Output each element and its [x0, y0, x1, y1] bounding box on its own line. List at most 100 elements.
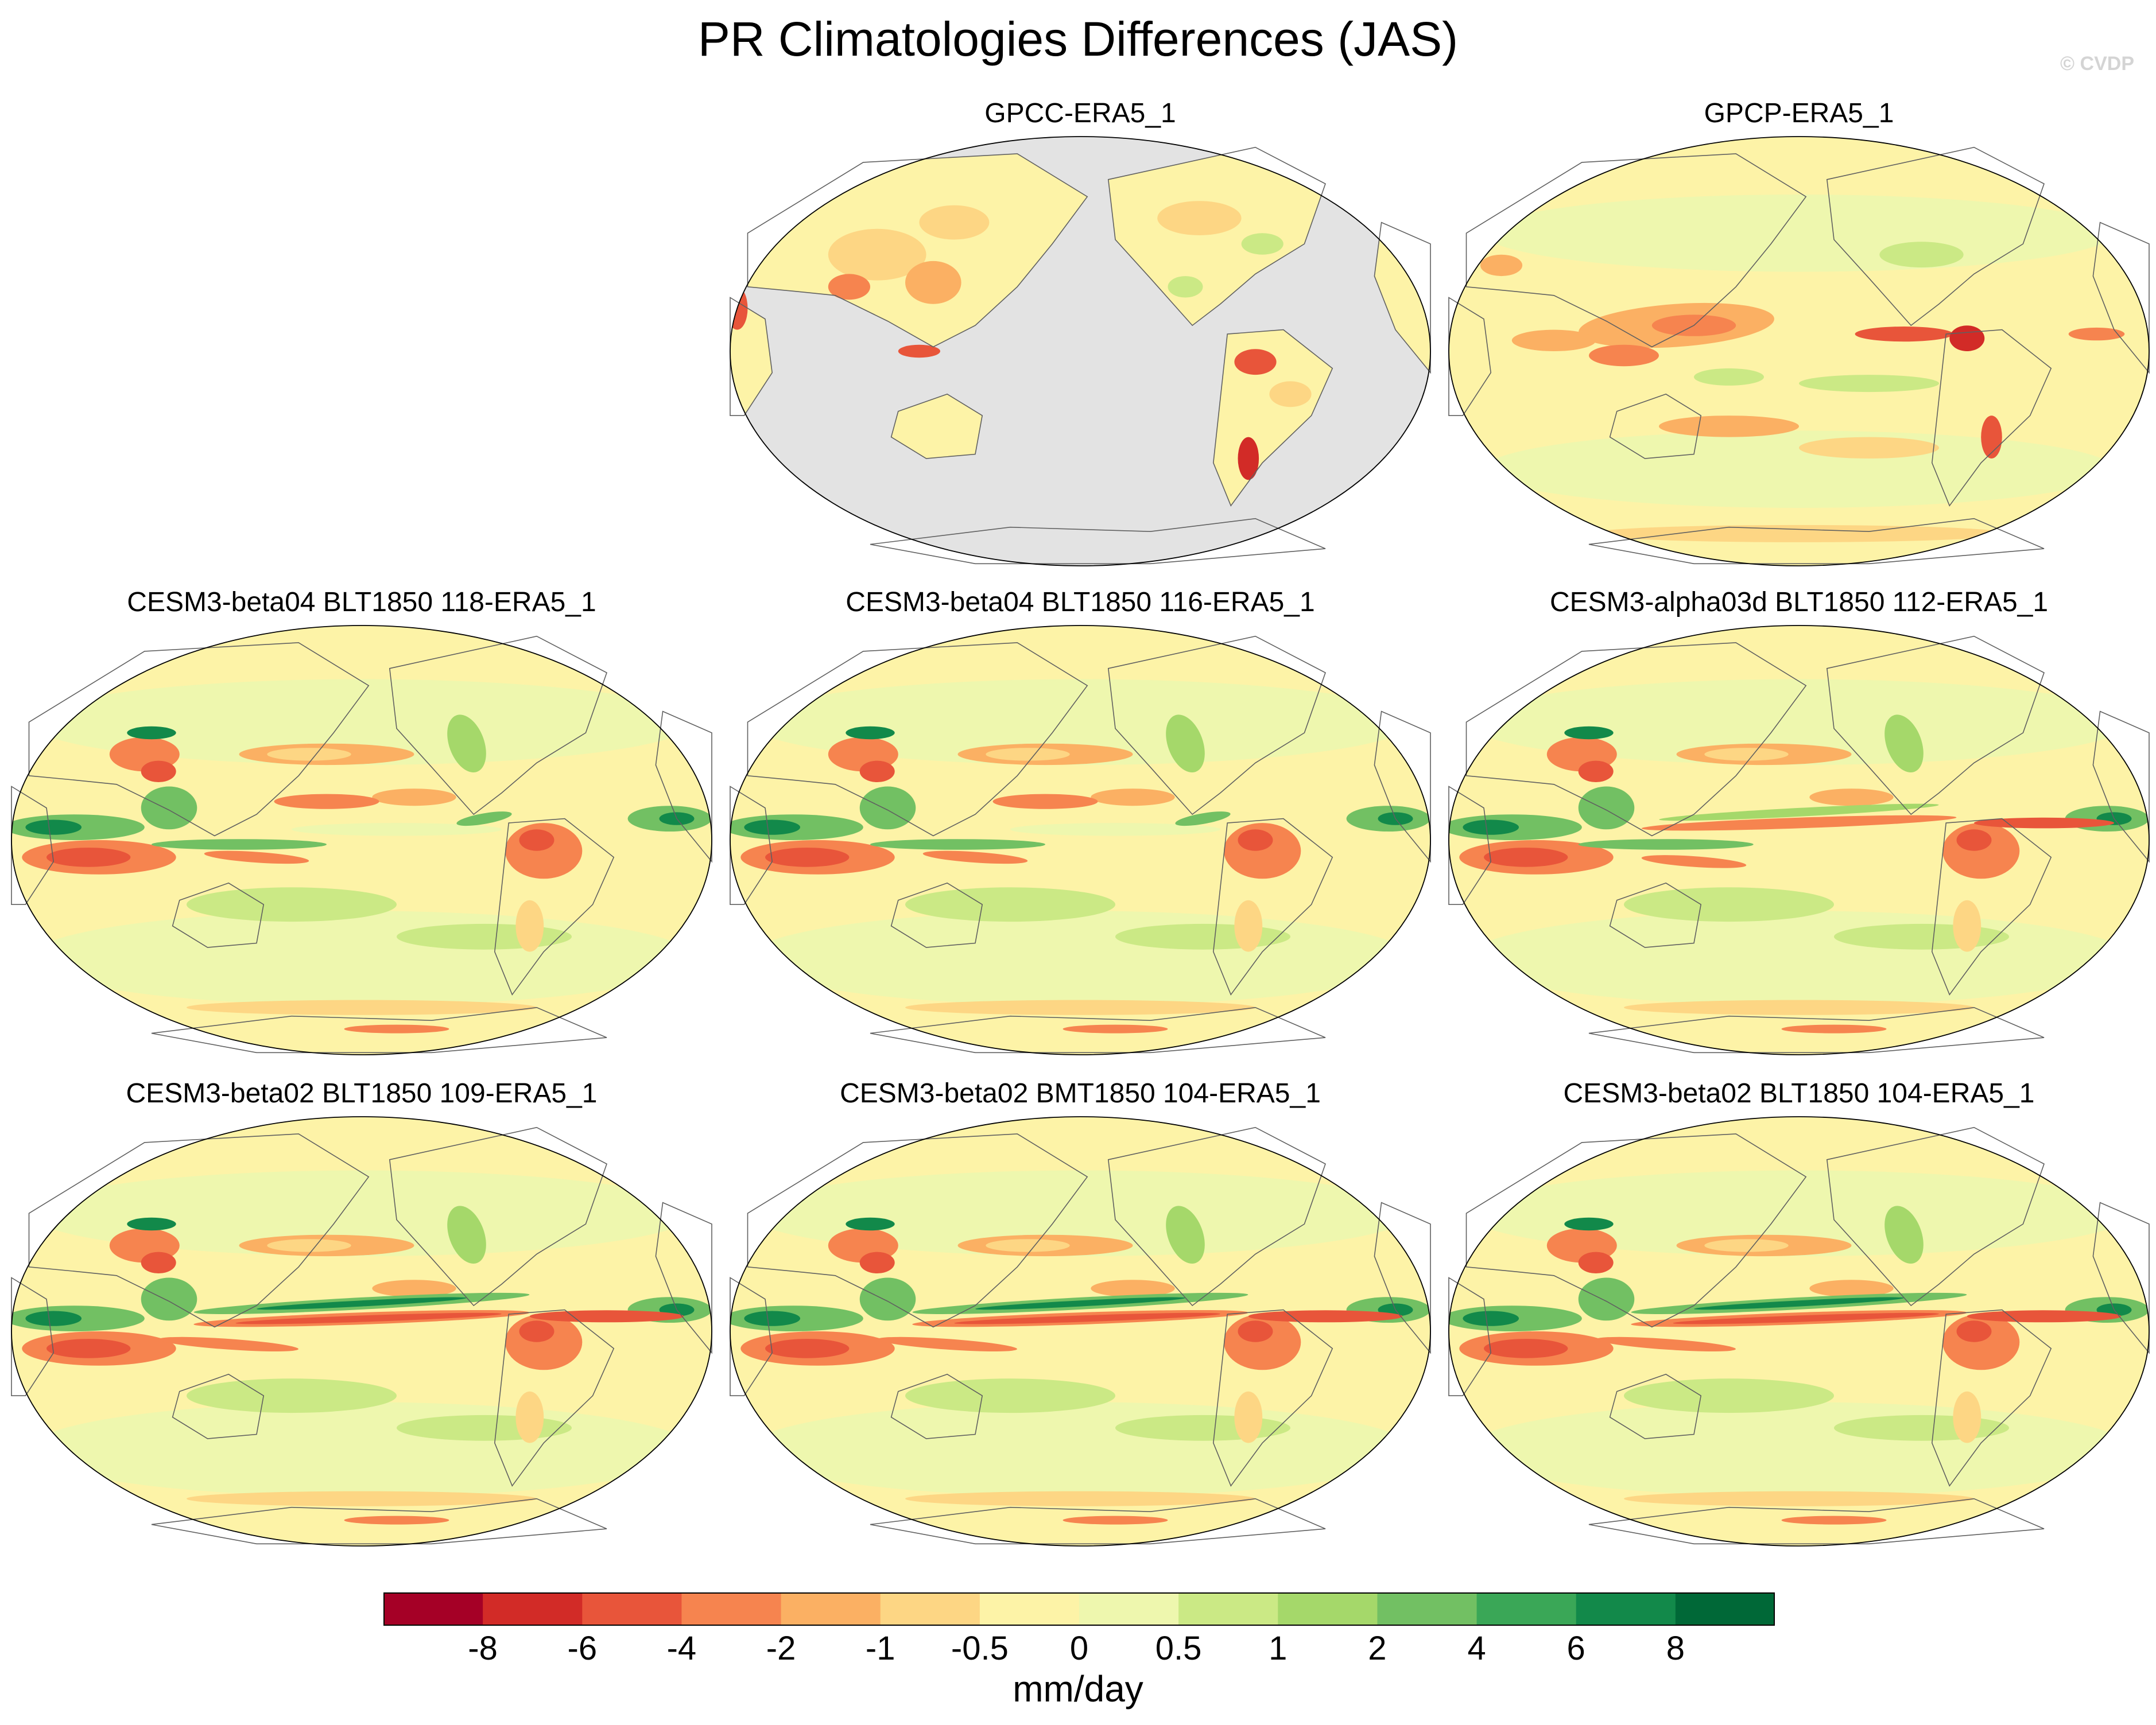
precip-anomaly-region — [1879, 242, 1964, 268]
precip-anomaly-region — [447, 1206, 486, 1264]
precip-anomaly-region — [1624, 1491, 1974, 1506]
coastline-samerica — [1212, 1309, 1333, 1487]
precip-anomaly-region — [1578, 786, 1635, 830]
coastline-australia — [1609, 882, 1702, 948]
precip-anomaly-region — [1781, 1024, 1887, 1034]
coastline-samerica — [1931, 329, 2052, 507]
map-gpcc — [730, 136, 1431, 566]
map-border — [730, 625, 1431, 1055]
colorbar-tick-label: 0.5 — [1155, 1630, 1202, 1667]
coastlines — [730, 1126, 1431, 1545]
coastline-africa — [730, 1277, 773, 1396]
colorbar-tick-label: -6 — [567, 1630, 598, 1667]
precip-anomaly-region — [344, 1024, 449, 1034]
precip-anomaly-region — [1063, 1516, 1168, 1525]
panel-title: GPCP-ERA5_1 — [1704, 98, 1894, 129]
precip-anomaly-region — [747, 679, 1413, 766]
colorbar-box — [681, 1592, 782, 1626]
coastline-asia — [1465, 642, 1807, 837]
coastline-europe_africa_e — [2092, 222, 2150, 374]
coastline-samerica — [1212, 818, 1333, 996]
precip-anomaly-region — [1953, 1391, 1981, 1443]
precip-anomaly-region — [25, 819, 82, 835]
precip-anomaly-region — [954, 1312, 1220, 1324]
colorbar-box — [1675, 1592, 1775, 1626]
precip-anomaly-region — [141, 1252, 176, 1273]
precip-anomaly-region — [986, 1239, 1070, 1252]
precip-anomaly-region — [1241, 233, 1283, 255]
coastline-namerica — [1826, 635, 2045, 815]
colorbar-box — [880, 1592, 980, 1626]
colorbar-box — [1377, 1592, 1478, 1626]
precip-anomaly-region — [29, 679, 695, 766]
precip-anomaly-region — [1463, 1311, 1519, 1326]
colorbar-tick-label: 2 — [1368, 1630, 1387, 1667]
map-field — [730, 625, 1430, 1055]
precip-anomaly-region — [986, 748, 1070, 761]
coastline-europe_africa_e — [1374, 1202, 1431, 1354]
coastline-antarctica — [151, 1498, 607, 1545]
map-m109 — [11, 1116, 712, 1547]
precip-anomaly-region — [1704, 748, 1789, 761]
precip-anomaly-region — [1704, 1239, 1789, 1252]
panel-m116: CESM3-beta04 BLT1850 116-ERA5_1 — [728, 586, 1433, 1057]
precip-anomaly-region — [859, 760, 895, 782]
precip-anomaly-region — [846, 726, 895, 740]
map-border — [11, 1116, 712, 1547]
precip-anomaly-region — [372, 1280, 456, 1297]
precip-anomaly-region — [859, 1252, 895, 1273]
colorbar-box — [483, 1592, 583, 1626]
colorbar-box — [1278, 1592, 1378, 1626]
precip-anomaly-region — [744, 819, 800, 835]
coastline-namerica — [1107, 146, 1326, 327]
panel-m118: CESM3-beta04 BLT1850 118-ERA5_1 — [9, 586, 714, 1057]
coastline-australia — [172, 1373, 265, 1439]
precip-anomaly-region — [267, 1239, 351, 1252]
precip-anomaly-region — [1624, 1000, 1974, 1015]
precip-anomaly-region — [1238, 829, 1273, 851]
precip-anomaly-region — [29, 1402, 695, 1497]
panel-m109: CESM3-beta02 BLT1850 109-ERA5_1 — [9, 1078, 714, 1548]
landmass-namerica — [1108, 147, 1325, 326]
map-m112 — [1448, 625, 2150, 1055]
precip-anomaly-region — [905, 1000, 1255, 1015]
precip-anomaly-region — [1589, 344, 1659, 367]
coastlines — [1448, 146, 2150, 565]
precip-anomaly-region — [1115, 923, 1290, 950]
panel-title: CESM3-beta04 BLT1850 116-ERA5_1 — [846, 587, 1315, 617]
colorbar-box — [979, 1592, 1080, 1626]
precip-anomaly-region — [905, 1378, 1115, 1413]
coastline-namerica — [1107, 635, 1326, 815]
panel-title: CESM3-beta02 BMT1850 104-ERA5_1 — [840, 1078, 1321, 1109]
precip-anomaly-region — [1511, 329, 1596, 351]
precip-anomaly-region — [1480, 254, 1523, 277]
map-border — [1448, 136, 2150, 566]
precip-anomaly-region — [29, 911, 695, 1005]
precip-anomaly-region — [292, 823, 502, 836]
precip-anomaly-region — [1578, 1277, 1635, 1321]
precip-anomaly-region — [2068, 327, 2125, 341]
coastline-antarctica — [870, 1007, 1326, 1054]
precip-anomaly-region — [1484, 848, 1568, 867]
precip-anomaly-region — [1115, 1415, 1290, 1441]
precip-anomaly-region — [274, 794, 379, 809]
coastline-australia — [1609, 1373, 1702, 1439]
precip-anomaly-region — [1269, 381, 1312, 407]
precip-anomaly-region — [456, 811, 512, 826]
precip-anomaly-region — [46, 848, 131, 867]
precip-anomaly-region — [1564, 726, 1614, 740]
precip-anomaly-region — [1166, 1206, 1205, 1264]
precip-anomaly-region — [1463, 819, 1519, 835]
coastline-antarctica — [870, 1498, 1326, 1545]
precip-anomaly-region — [877, 1337, 1017, 1351]
precip-anomaly-region — [141, 786, 197, 830]
coastline-asia — [28, 642, 370, 837]
colorbar-tick-label: 4 — [1467, 1630, 1486, 1667]
precip-anomaly-region — [1809, 788, 1894, 806]
precip-anomaly-region — [25, 1311, 82, 1326]
landmass-australia — [891, 394, 983, 459]
panel-title: CESM3-beta02 BLT1850 104-ERA5_1 — [1563, 1078, 2035, 1109]
precip-anomaly-region — [1799, 375, 1939, 393]
precip-anomaly-region — [1484, 430, 2114, 508]
precip-anomaly-region — [1091, 788, 1175, 806]
